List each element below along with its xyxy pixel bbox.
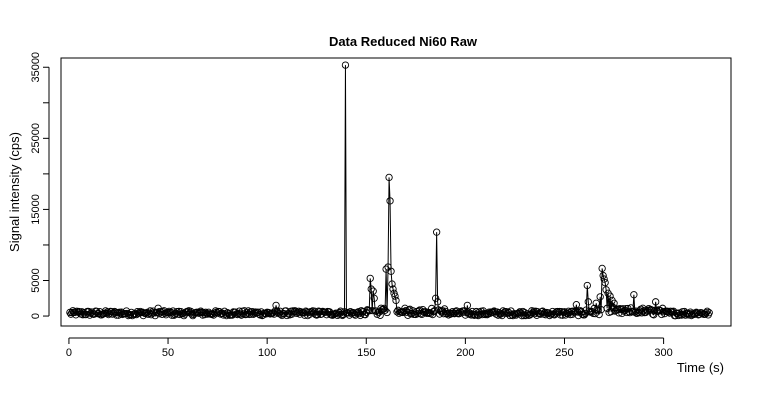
data-point <box>509 312 517 320</box>
x-tick-label: 200 <box>456 347 474 359</box>
data-point <box>272 301 280 310</box>
series-line <box>69 65 710 318</box>
data-point <box>366 274 374 283</box>
data-point <box>627 304 635 312</box>
data-point <box>595 310 603 319</box>
data-point <box>433 298 442 306</box>
data-point <box>610 299 618 307</box>
data-point <box>638 309 646 317</box>
data-point <box>431 294 440 302</box>
data-point <box>600 275 608 283</box>
data-point <box>388 280 396 288</box>
x-axis: 0 50 100 150 200 250 300 <box>66 337 673 359</box>
data-point <box>460 307 469 315</box>
data-point <box>516 308 524 316</box>
data-point <box>354 308 362 316</box>
data-point <box>133 308 141 316</box>
y-tick-label: 25000 <box>30 123 42 154</box>
data-point <box>572 301 581 309</box>
data-point <box>381 306 389 314</box>
data-point <box>601 278 609 287</box>
data-point <box>472 307 480 316</box>
data-point <box>643 307 651 315</box>
x-tick-label: 50 <box>162 347 174 359</box>
data-point <box>703 307 711 315</box>
data-point <box>392 296 400 305</box>
data-point <box>395 309 403 317</box>
data-point <box>593 305 601 314</box>
data-point <box>631 308 639 316</box>
data-point <box>432 228 441 236</box>
x-axis-label: Time (s) <box>677 360 724 375</box>
data-point <box>663 307 672 315</box>
x-tick-label: 0 <box>66 347 72 359</box>
data-point <box>702 309 710 317</box>
data-point <box>385 173 393 182</box>
data-point <box>382 265 390 273</box>
data-point <box>580 311 588 319</box>
data-point <box>364 306 372 314</box>
data-point <box>644 306 652 314</box>
y-axis: 0 5000 15000 25000 35000 <box>30 52 50 319</box>
x-tick-label: 150 <box>357 347 375 359</box>
data-point <box>391 292 399 300</box>
data-point <box>606 292 614 300</box>
data-point <box>481 310 489 319</box>
data-point <box>142 309 150 317</box>
y-tick-label: 0 <box>30 313 42 319</box>
data-point <box>341 61 350 69</box>
data-point <box>429 310 437 319</box>
data-point <box>705 309 713 317</box>
y-axis-label: Signal intensity (cps) <box>7 132 22 252</box>
data-point <box>369 287 377 295</box>
data-point <box>602 286 610 294</box>
x-tick-label: 100 <box>258 347 276 359</box>
data-point <box>590 304 598 313</box>
y-tick-label: 5000 <box>30 268 42 292</box>
data-point <box>370 294 378 302</box>
data-point <box>599 271 607 280</box>
data-point <box>598 264 606 273</box>
data-point <box>377 304 385 312</box>
data-point <box>463 301 472 310</box>
data-point <box>485 308 493 316</box>
data-point <box>584 298 592 306</box>
data-point <box>383 308 391 317</box>
data-point <box>402 306 410 315</box>
y-tick-label: 15000 <box>30 194 42 225</box>
data-point <box>652 298 660 306</box>
x-tick-label: 300 <box>654 347 672 359</box>
chart-title: Data Reduced Ni60 Raw <box>329 34 478 49</box>
data-point <box>583 281 591 290</box>
x-tick-label: 250 <box>555 347 573 359</box>
data-point <box>594 307 602 315</box>
data-point <box>596 293 604 301</box>
data-point <box>367 285 375 293</box>
data-point <box>635 309 643 317</box>
data-point <box>430 307 438 316</box>
data-point <box>630 291 638 299</box>
data-point <box>242 310 250 319</box>
data-point <box>522 311 530 320</box>
data-series <box>66 61 713 320</box>
y-tick-label: 35000 <box>30 52 42 83</box>
data-point <box>389 285 397 293</box>
data-point <box>386 197 394 205</box>
plot-frame <box>60 57 732 327</box>
data-point <box>387 267 395 275</box>
data-point <box>211 307 220 315</box>
